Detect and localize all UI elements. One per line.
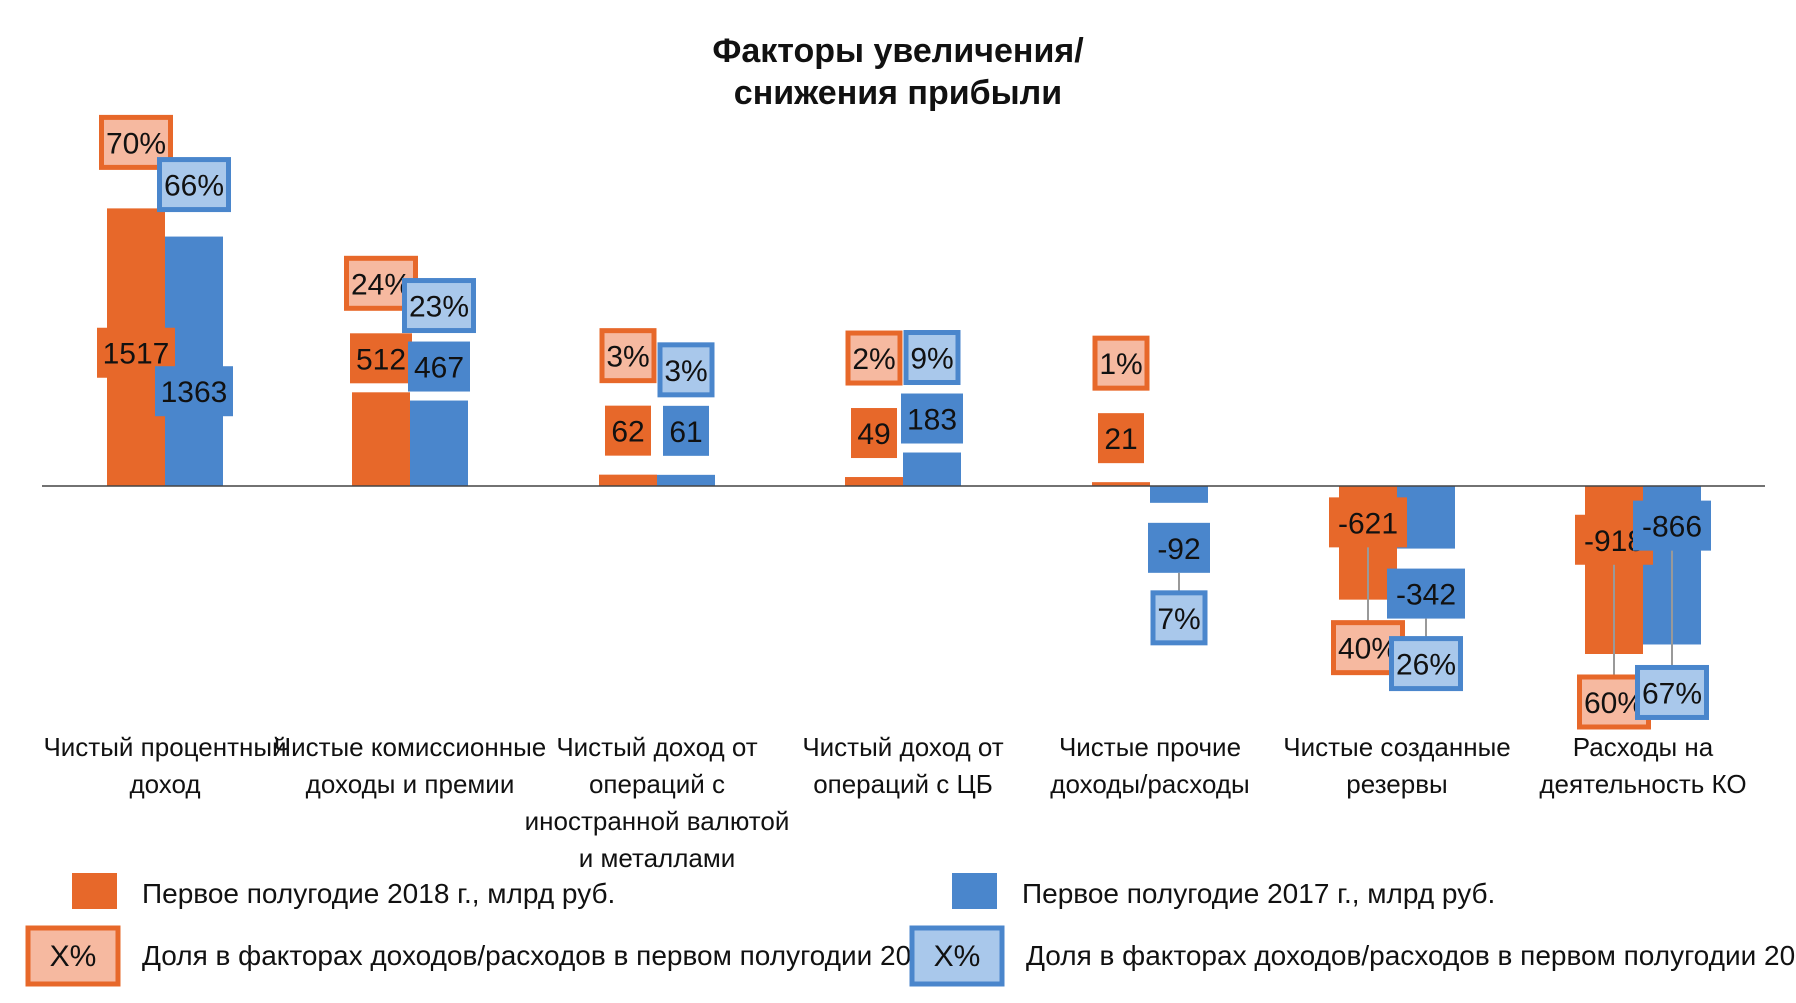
legend-label: Первое полугодие 2018 г., млрд руб. xyxy=(142,878,615,909)
category-label: Чистый доход от xyxy=(802,732,1003,762)
share-label: 1% xyxy=(1099,348,1142,381)
chart-title-line: Факторы увеличения/ xyxy=(712,32,1084,70)
legend-box-text: X% xyxy=(934,940,981,973)
legend-box-text: X% xyxy=(50,940,97,973)
value-label: -342 xyxy=(1396,579,1456,612)
value-label: 467 xyxy=(414,352,464,385)
category-label: Чистые прочие xyxy=(1059,732,1241,762)
value-label-box xyxy=(155,366,233,417)
category-label: Чистые комиссионные xyxy=(274,732,547,762)
value-label-box xyxy=(901,393,963,444)
share-label: 40% xyxy=(1338,633,1398,666)
category-label: Расходы на xyxy=(1573,732,1714,762)
legend-label: Доля в факторах доходов/расходов в перво… xyxy=(142,940,1005,971)
share-label: 7% xyxy=(1157,603,1200,636)
category-label: доходы и премии xyxy=(306,769,515,799)
share-label: 2% xyxy=(852,343,895,376)
category-label: иностранной валютой xyxy=(525,806,790,836)
share-label: 3% xyxy=(664,355,707,388)
legend-box xyxy=(25,925,121,987)
share-label: 67% xyxy=(1642,677,1702,710)
value-label: 21 xyxy=(1104,423,1137,456)
category-label: Чистые созданные xyxy=(1283,732,1510,762)
bar-2017 xyxy=(657,474,715,486)
share-label-box xyxy=(1389,636,1463,692)
share-label: 23% xyxy=(409,291,469,324)
bar-2017 xyxy=(410,400,468,486)
value-label-box xyxy=(1387,568,1465,619)
share-label-box xyxy=(599,328,657,384)
share-label: 70% xyxy=(106,127,166,160)
bar-2018 xyxy=(352,392,410,486)
legend-box xyxy=(909,925,1005,987)
share-label-box xyxy=(903,330,961,386)
legend-label: Доля в факторах доходов/расходов в перво… xyxy=(1026,940,1796,971)
share-label-box xyxy=(157,157,231,213)
legend-swatch xyxy=(952,873,997,909)
value-label: -621 xyxy=(1338,507,1398,540)
value-label-box xyxy=(663,405,709,456)
share-label: 24% xyxy=(351,268,411,301)
value-label-box xyxy=(605,405,651,456)
chart-title-line: снижения прибыли xyxy=(734,74,1062,112)
category-label: Чистый процентный xyxy=(43,732,286,762)
value-label-box xyxy=(408,341,470,392)
value-label: 49 xyxy=(857,418,890,451)
bar-2018 xyxy=(845,477,903,486)
share-label: 3% xyxy=(606,341,649,374)
share-label: 26% xyxy=(1396,649,1456,682)
value-label-box xyxy=(1633,500,1711,551)
share-label: 66% xyxy=(164,170,224,203)
category-label: резервы xyxy=(1346,769,1447,799)
value-label: 1517 xyxy=(103,338,170,371)
legend-swatch xyxy=(72,873,117,909)
value-label: 61 xyxy=(669,416,702,449)
value-label: -866 xyxy=(1642,511,1702,544)
value-label: 183 xyxy=(907,404,957,437)
share-label: 9% xyxy=(910,343,953,376)
value-label: 1363 xyxy=(161,376,228,409)
share-label-box xyxy=(1635,664,1709,720)
share-label-box xyxy=(1092,335,1150,391)
category-label: доходы/расходы xyxy=(1050,769,1249,799)
category-label: доход xyxy=(129,769,200,799)
category-label: операций с ЦБ xyxy=(813,769,993,799)
value-label-box xyxy=(350,333,412,384)
share-label-box xyxy=(657,342,715,398)
bar-2018 xyxy=(599,474,657,486)
value-label-box xyxy=(1098,413,1144,464)
share-label-box xyxy=(845,330,903,386)
share-label: 60% xyxy=(1584,687,1644,720)
legend-label: Первое полугодие 2017 г., млрд руб. xyxy=(1022,878,1495,909)
value-label: -92 xyxy=(1157,533,1200,566)
value-label-box xyxy=(851,408,897,459)
category-label: Чистый доход от xyxy=(556,732,757,762)
bar-2018 xyxy=(1092,482,1150,486)
share-label-box xyxy=(1150,590,1208,646)
category-label: операций с xyxy=(589,769,725,799)
bar-2017 xyxy=(1150,486,1208,503)
bar-2017 xyxy=(903,452,961,486)
category-label: деятельность КО xyxy=(1539,769,1746,799)
value-label-box xyxy=(1148,522,1210,573)
value-label-box xyxy=(1329,497,1407,548)
value-label: 512 xyxy=(356,343,406,376)
value-label: 62 xyxy=(611,416,644,449)
share-label-box xyxy=(402,278,476,334)
category-label: и металлами xyxy=(579,843,736,873)
